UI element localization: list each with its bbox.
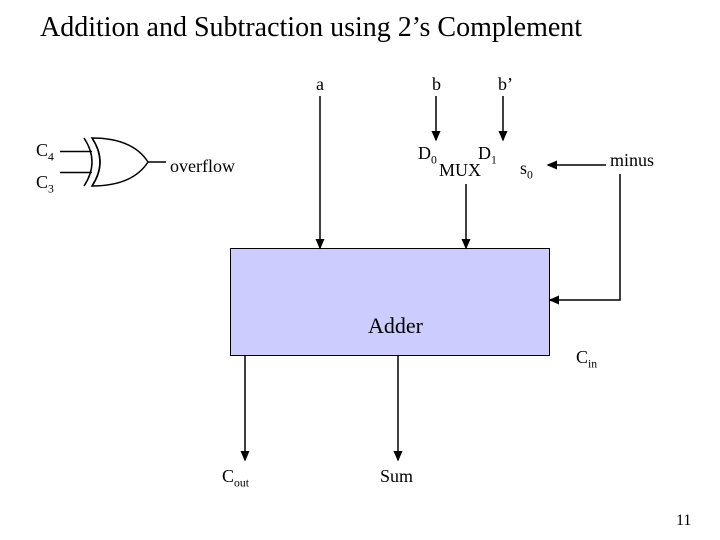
label-Adder: Adder: [368, 313, 423, 339]
wire-minus-to-cin: [550, 174, 620, 300]
page-number: 11: [676, 512, 691, 530]
label-Cin: Cin: [576, 347, 597, 371]
label-D0: D0: [418, 143, 437, 167]
xor-gate-icon: [84, 138, 148, 186]
label-overflow: overflow: [170, 156, 235, 177]
label-MUX: MUX: [439, 160, 481, 181]
label-Cout: Cout: [222, 466, 249, 490]
label-s0: s0: [520, 158, 533, 182]
label-a: a: [316, 74, 324, 95]
label-C3: C3: [36, 172, 54, 196]
label-bprime: b’: [498, 74, 513, 95]
page-title: Addition and Subtraction using 2’s Compl…: [40, 12, 582, 44]
label-Sum: Sum: [380, 466, 413, 487]
label-minus: minus: [610, 150, 654, 171]
adder-block: [230, 248, 550, 356]
label-b: b: [432, 74, 441, 95]
label-C4: C4: [36, 140, 54, 164]
